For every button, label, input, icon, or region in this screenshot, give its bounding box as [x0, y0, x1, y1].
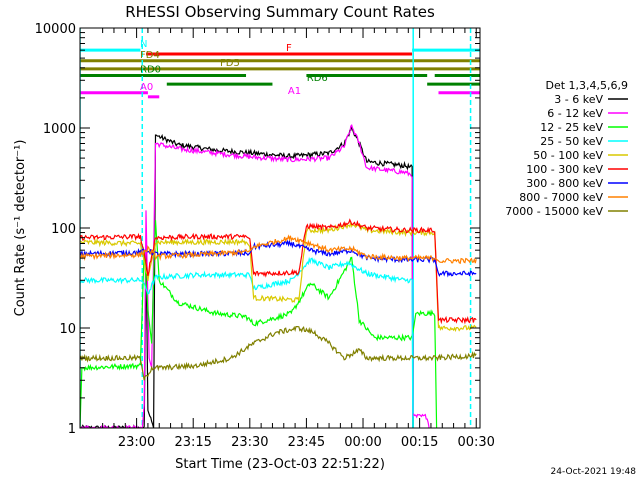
state-bar-label: A0	[140, 82, 153, 93]
state-bar-label: N	[140, 39, 147, 50]
series-lines	[80, 124, 477, 428]
state-bar-label: RD6	[307, 73, 328, 84]
x-tick-label: 00:30	[457, 435, 494, 450]
chart-title: RHESSI Observing Summary Count Rates	[125, 3, 435, 21]
x-tick-label: 23:15	[174, 435, 211, 450]
series-line-7	[80, 239, 477, 278]
series-line-6	[80, 218, 477, 325]
series-line-9	[80, 325, 477, 381]
legend-entry: 50 - 100 keV	[533, 149, 603, 162]
x-tick-label: 23:45	[288, 435, 325, 450]
x-axis-ticks: 23:00 23:15 23:30 23:45 00:00 00:15 00:30	[102, 28, 495, 450]
x-axis-label: Start Time (23-Oct-03 22:51:22)	[175, 457, 385, 472]
legend-entry: 3 - 6 keV	[554, 93, 603, 106]
series-line-8	[80, 234, 477, 265]
x-tick-label: 00:15	[401, 435, 438, 450]
state-bar-label: FD5	[220, 58, 240, 69]
y-tick-label: 100	[51, 222, 76, 237]
y-axis-ticks: 1 10 100 1000 10000	[35, 22, 480, 437]
y-tick-label: 1000	[43, 122, 76, 137]
legend-entry: 6 - 12 keV	[547, 107, 603, 120]
series-line-4	[80, 256, 414, 428]
state-bar-label: RD0	[140, 64, 161, 75]
legend-entry: 100 - 300 keV	[526, 163, 603, 176]
state-bar-label: F	[286, 43, 292, 54]
state-bar-label: A1	[288, 86, 301, 97]
state-bar-label: FD4	[140, 50, 160, 61]
legend-entry: 12 - 25 keV	[540, 121, 603, 134]
legend-entry: 7000 - 15000 keV	[505, 205, 603, 218]
legend-entry: 25 - 50 keV	[540, 135, 603, 148]
x-tick-label: 23:00	[118, 435, 155, 450]
y-tick-label: 10	[59, 322, 76, 337]
legend-entry: 800 - 7000 keV	[519, 191, 603, 204]
x-tick-label: 00:00	[344, 435, 381, 450]
legend-entry: 300 - 800 keV	[526, 177, 603, 190]
y-tick-label: 1	[68, 422, 76, 437]
series-line-2	[80, 124, 430, 428]
series-line-3	[80, 220, 438, 428]
state-bar-labels: N F FD4 FD5 RD0 RD6 A0 A1	[140, 39, 328, 97]
x-tick-label: 23:30	[231, 435, 268, 450]
y-tick-label: 10000	[35, 22, 76, 37]
footer-timestamp: 24-Oct-2021 19:48	[551, 467, 637, 477]
legend-title: Det 1,3,4,5,6,9	[545, 79, 628, 92]
y-axis-label: Count Rate (s⁻¹ detector⁻¹)	[13, 140, 28, 317]
state-bars	[80, 48, 480, 99]
series-line-5	[80, 222, 477, 333]
